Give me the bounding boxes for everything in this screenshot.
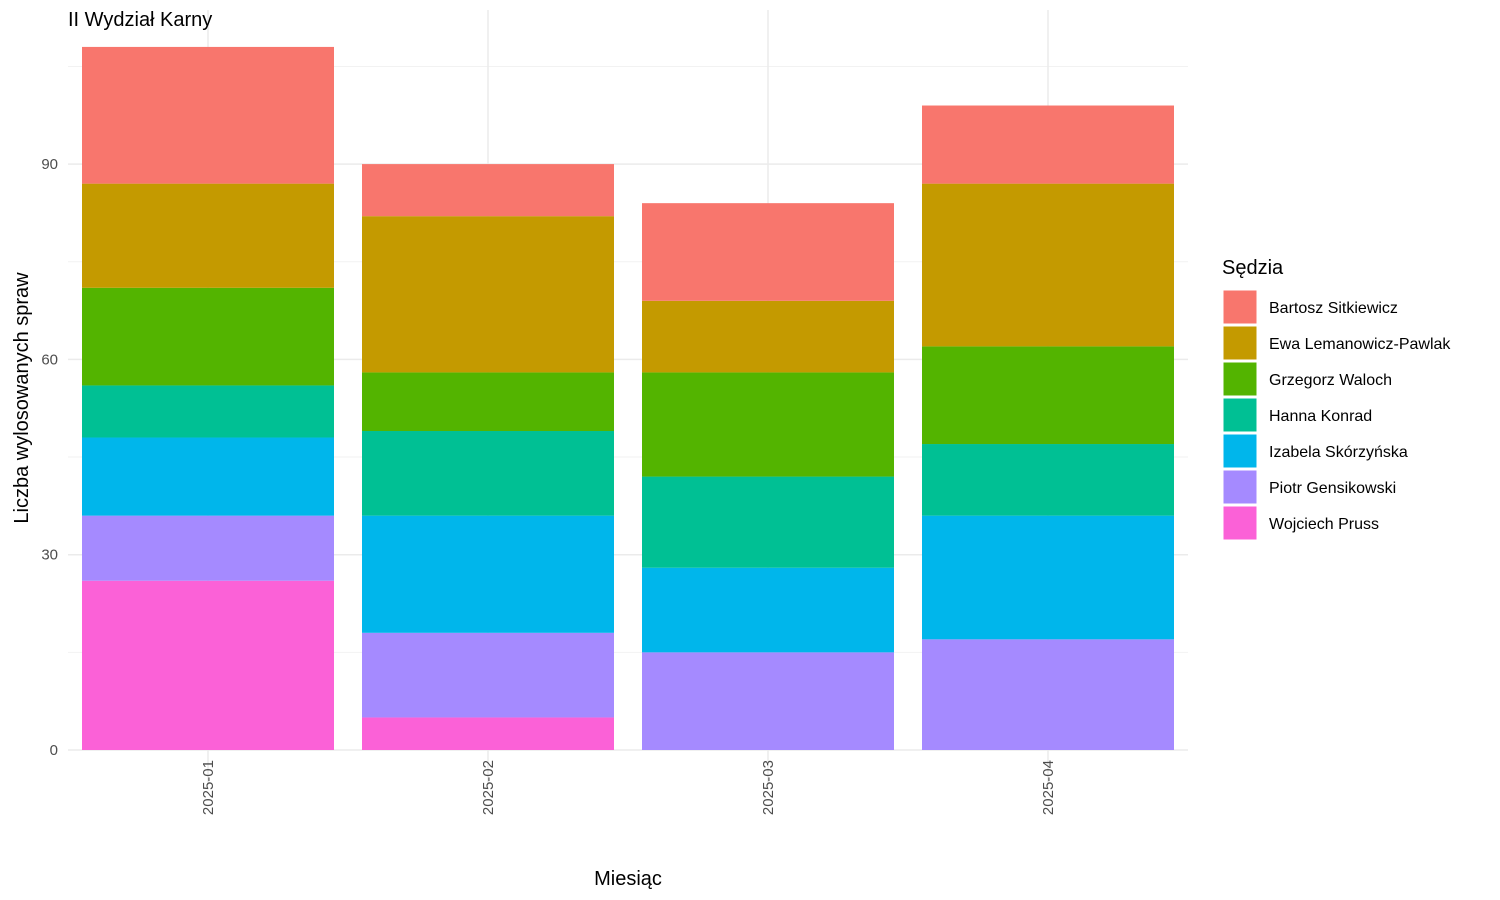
bar-segment bbox=[82, 287, 334, 386]
x-tick-label: 2025-01 bbox=[200, 760, 217, 815]
x-axis-ticks: 2025-01 2025-02 2025-03 2025-04 bbox=[200, 760, 1057, 815]
legend-item: Izabela Skórzyńska bbox=[1222, 433, 1408, 469]
bar-segment bbox=[362, 164, 614, 217]
y-tick-label: 0 bbox=[50, 742, 58, 759]
legend-item: Wojciech Pruss bbox=[1222, 505, 1379, 541]
bar-segment bbox=[362, 515, 614, 633]
x-tick-label: 2025-02 bbox=[480, 760, 497, 815]
legend-item: Piotr Gensikowski bbox=[1222, 469, 1396, 505]
bar-segment bbox=[922, 444, 1174, 516]
bar-segment bbox=[642, 203, 894, 301]
bar-segment bbox=[922, 639, 1174, 750]
bar-segment bbox=[82, 46, 334, 184]
bar-segment bbox=[922, 346, 1174, 445]
legend-swatch bbox=[1222, 325, 1258, 361]
x-tick-label: 2025-03 bbox=[760, 760, 777, 815]
bar-segment bbox=[362, 717, 614, 750]
legend-swatch bbox=[1222, 397, 1258, 433]
bar-segment bbox=[362, 216, 614, 373]
legend-item: Hanna Konrad bbox=[1222, 397, 1372, 433]
legend-swatch bbox=[1222, 289, 1258, 325]
x-axis-title: Miesiąc bbox=[594, 868, 662, 890]
bar-segment bbox=[362, 431, 614, 516]
y-axis-title: Liczba wylosowanych spraw bbox=[11, 272, 33, 524]
legend-swatch bbox=[1222, 469, 1258, 505]
legend-swatch bbox=[1222, 361, 1258, 397]
bars bbox=[82, 46, 1174, 750]
legend-label: Wojciech Pruss bbox=[1269, 516, 1379, 533]
bar-segment bbox=[82, 515, 334, 581]
bar-segment bbox=[922, 515, 1174, 640]
legend-label: Grzegorz Waloch bbox=[1269, 372, 1392, 389]
legend-swatch bbox=[1222, 433, 1258, 469]
bar-segment bbox=[82, 437, 334, 516]
legend-swatch bbox=[1222, 505, 1258, 541]
bar-segment bbox=[922, 183, 1174, 347]
legend-item: Grzegorz Waloch bbox=[1222, 361, 1392, 397]
bar-segment bbox=[362, 372, 614, 432]
bar-segment bbox=[82, 385, 334, 438]
y-tick-label: 60 bbox=[41, 351, 58, 368]
legend-item: Bartosz Sitkiewicz bbox=[1222, 289, 1398, 325]
bar-segment bbox=[362, 632, 614, 718]
bar-segment bbox=[642, 372, 894, 477]
bar-segment bbox=[922, 105, 1174, 184]
legend-label: Ewa Lemanowicz-Pawlak bbox=[1269, 336, 1451, 353]
y-axis-ticks: 0 30 60 90 bbox=[41, 156, 58, 759]
bar-segment bbox=[642, 567, 894, 653]
legend-label: Bartosz Sitkiewicz bbox=[1269, 300, 1398, 317]
legend-title: Sędzia bbox=[1222, 257, 1284, 279]
legend-label: Hanna Konrad bbox=[1269, 408, 1372, 425]
legend-label: Izabela Skórzyńska bbox=[1269, 444, 1408, 461]
y-tick-label: 90 bbox=[41, 156, 58, 173]
legend: Sędzia Bartosz Sitkiewicz Ewa Lemanowicz-… bbox=[1222, 257, 1451, 541]
chart-title: II Wydział Karny bbox=[68, 9, 212, 31]
bar-segment bbox=[642, 476, 894, 568]
x-tick-label: 2025-04 bbox=[1040, 760, 1057, 815]
bar-segment bbox=[82, 580, 334, 750]
legend-items: Bartosz Sitkiewicz Ewa Lemanowicz-Pawlak G… bbox=[1222, 289, 1451, 541]
legend-item: Ewa Lemanowicz-Pawlak bbox=[1222, 325, 1451, 361]
bar-segment bbox=[642, 652, 894, 750]
y-tick-label: 30 bbox=[41, 547, 58, 564]
legend-label: Piotr Gensikowski bbox=[1269, 480, 1396, 497]
bar-segment bbox=[82, 183, 334, 288]
bar-segment bbox=[642, 300, 894, 373]
